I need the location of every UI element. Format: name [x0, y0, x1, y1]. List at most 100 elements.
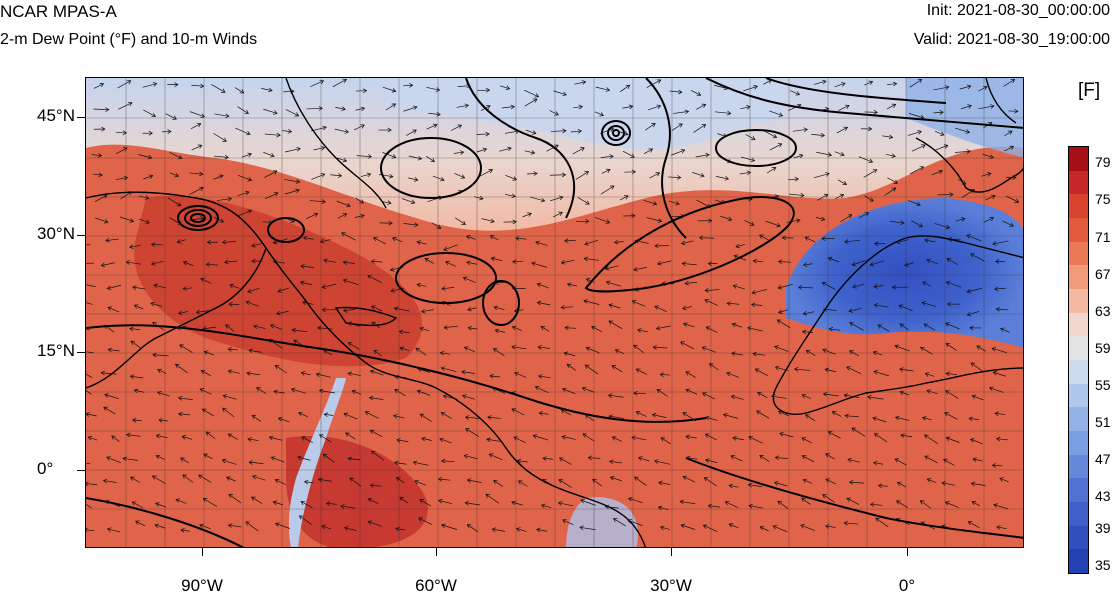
wind-arrow-head — [126, 80, 132, 85]
wind-arrow-head — [202, 498, 208, 503]
wind-arrow-head — [527, 212, 532, 217]
wind-arrow-head — [726, 371, 731, 377]
wind-arrow-head — [750, 302, 756, 308]
wind-arrow-head — [512, 259, 517, 264]
wind-arrow — [562, 388, 576, 395]
wind-arrow-head — [609, 475, 615, 481]
wind-arrow-head — [793, 366, 799, 372]
wind-arrow — [354, 215, 365, 218]
wind-arrow-head — [408, 83, 414, 88]
wind-arrow — [894, 458, 907, 466]
wind-arrow-head — [420, 308, 426, 314]
wind-arrow-head — [419, 413, 425, 418]
wind-arrow — [152, 354, 169, 357]
wind-arrow-head — [205, 431, 211, 436]
wind-arrow-head — [802, 310, 808, 316]
wind-arrow-head — [104, 499, 110, 505]
wind-arrow — [751, 304, 763, 306]
wind-arrow — [924, 455, 938, 464]
wind-arrow — [167, 197, 182, 207]
wind-arrow-head — [199, 388, 205, 393]
wind-arrow — [462, 395, 475, 400]
wind-arrow — [909, 79, 922, 88]
wind-arrow — [550, 130, 566, 132]
wind-arrow-head — [844, 239, 849, 244]
wind-arrow-head — [268, 339, 274, 344]
wind-arrow — [428, 112, 441, 116]
wind-arrow — [441, 460, 455, 463]
wind-arrow-head — [990, 194, 996, 200]
wind-arrow — [119, 216, 134, 222]
wind-arrow — [573, 106, 583, 109]
colorbar-cell — [1069, 430, 1088, 455]
wind-arrow-head — [512, 219, 517, 225]
wind-arrow — [922, 281, 932, 287]
wind-arrow — [524, 89, 539, 98]
wind-arrow-head — [989, 154, 994, 159]
wind-arrow-head — [273, 192, 279, 197]
wind-arrow — [432, 175, 445, 181]
wind-arrow-head — [367, 274, 372, 280]
wind-arrow-head — [323, 258, 328, 263]
wind-arrow — [840, 214, 852, 223]
wind-arrow-head — [462, 394, 467, 399]
wind-arrow-head — [945, 322, 950, 327]
wind-arrow — [156, 455, 165, 460]
wind-arrow-head — [144, 195, 150, 200]
wind-arrow-head — [824, 106, 830, 112]
north-blue-region — [386, 78, 786, 151]
wind-arrow — [394, 462, 407, 465]
wind-arrow — [941, 482, 956, 486]
wind-arrow-head — [706, 203, 711, 208]
wind-arrow-head — [387, 200, 392, 205]
wind-arrow-head — [704, 433, 710, 438]
wind-arrow-head — [891, 153, 896, 158]
wind-arrow-head — [776, 222, 781, 228]
wind-arrow — [132, 286, 146, 290]
wind-arrow — [575, 171, 589, 180]
wind-arrow — [169, 172, 179, 177]
wind-arrow — [632, 300, 646, 307]
wind-arrow-head — [758, 234, 764, 239]
wind-arrow-head — [536, 300, 542, 306]
wind-arrow — [399, 331, 410, 334]
wind-arrow-head — [848, 479, 854, 485]
wind-arrow — [130, 476, 141, 483]
wind-arrow-head — [485, 87, 491, 93]
wind-arrow — [420, 327, 430, 332]
wind-arrow — [408, 155, 422, 160]
wind-arrow-head — [200, 113, 206, 118]
wind-arrow — [178, 311, 189, 314]
wind-arrow — [228, 348, 239, 351]
wind-arrow-head — [824, 367, 830, 373]
wind-arrow-head — [561, 172, 567, 178]
wind-arrow-head — [430, 157, 436, 163]
wind-arrow — [811, 134, 825, 136]
wind-arrow — [852, 283, 865, 288]
wind-arrow — [671, 123, 683, 131]
wind-arrow-head — [868, 80, 874, 86]
wind-arrow-head — [485, 131, 490, 137]
wind-arrow-head — [367, 498, 373, 503]
wind-arrow — [872, 417, 887, 423]
wind-arrow-head — [867, 394, 872, 400]
wind-arrow-head — [157, 368, 162, 374]
wind-arrow — [349, 477, 362, 487]
wind-arrow — [216, 198, 232, 201]
wind-arrow — [169, 217, 182, 226]
wind-arrow — [273, 238, 288, 244]
wind-arrow-head — [821, 79, 827, 85]
wind-arrow-head — [849, 322, 854, 327]
wind-arrow-head — [512, 286, 517, 291]
wind-arrow — [492, 387, 506, 394]
wind-arrow — [741, 156, 755, 162]
wind-arrow — [182, 436, 193, 440]
wind-arrow-head — [680, 523, 686, 529]
wind-arrow — [899, 391, 910, 396]
colorbar-unit: [F] — [1078, 80, 1101, 101]
wind-arrow-head — [605, 168, 611, 173]
wind-arrow-head — [99, 83, 105, 88]
wind-arrow-head — [822, 494, 827, 499]
wind-arrow-head — [657, 218, 663, 223]
wind-arrow-head — [970, 189, 975, 194]
